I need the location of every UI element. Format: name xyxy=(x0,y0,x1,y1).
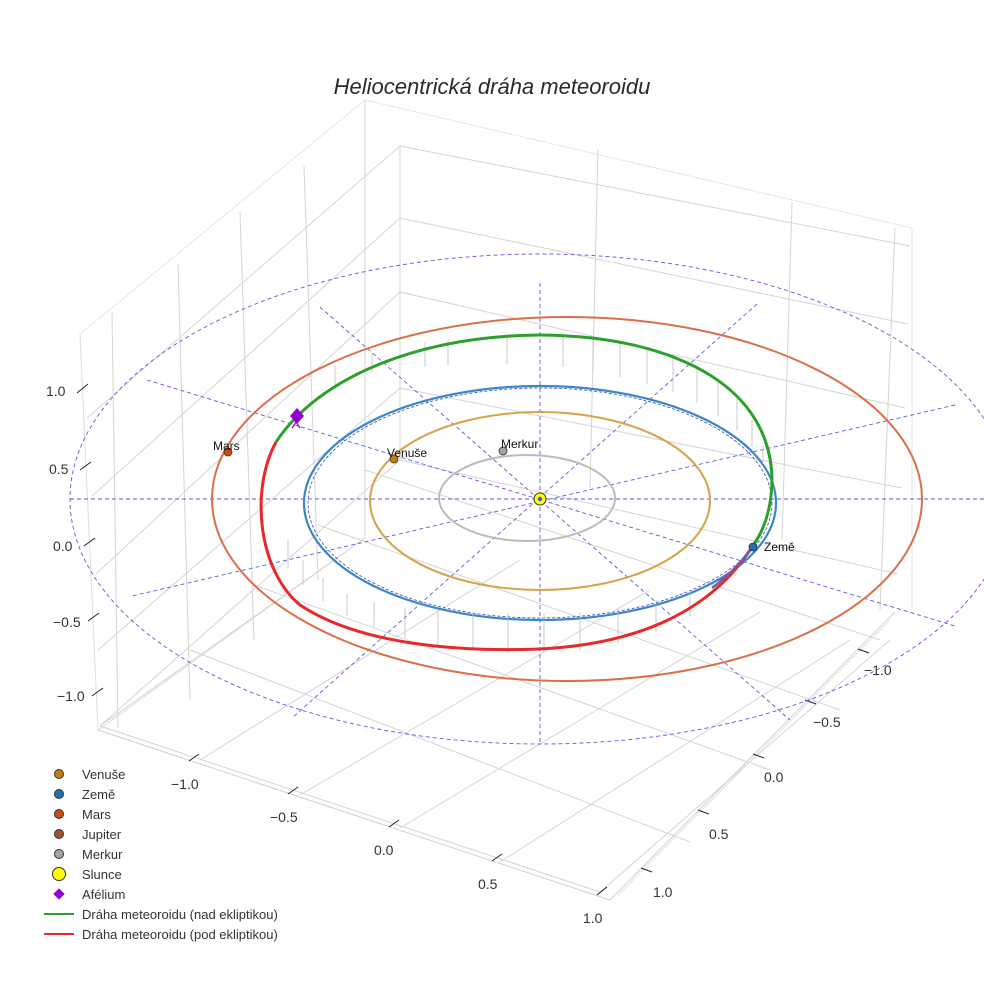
legend-sun-icon xyxy=(52,867,66,881)
legend-item-path-above: Dráha meteoroidu (nad ekliptikou) xyxy=(36,904,278,924)
legend-diamond-icon xyxy=(53,888,65,900)
z-tick-label: 0.5 xyxy=(49,461,69,477)
x-tick-label: −0.5 xyxy=(270,809,298,825)
legend-dot-icon xyxy=(54,809,64,819)
z-tick-label: 0.0 xyxy=(53,538,73,554)
legend-item-venus: Venuše xyxy=(36,764,278,784)
orbit-earth xyxy=(302,384,778,622)
mercury-marker xyxy=(498,446,508,456)
orbit-earth-dashed xyxy=(307,387,773,619)
y-tick-label: 0.0 xyxy=(764,769,784,785)
legend-item-path-below: Dráha meteoroidu (pod ekliptikou) xyxy=(36,924,278,944)
meteoroid-path-above xyxy=(274,333,774,548)
planet-markers: Mars Venuše Merkur Země xyxy=(213,437,795,554)
legend-item-sun: Slunce xyxy=(36,864,278,884)
earth-marker xyxy=(748,542,758,552)
x-tick-label: 0.5 xyxy=(478,876,498,892)
legend-item-aphelion: Afélium xyxy=(36,884,278,904)
chart-legend: Venuše Země Mars Jupiter Merkur Slunce A… xyxy=(36,764,278,944)
z-tick-label: −0.5 xyxy=(53,614,81,630)
x-tick-label: −1.0 xyxy=(171,776,199,792)
z-tick-label: −1.0 xyxy=(57,688,85,704)
mars-marker xyxy=(223,447,233,457)
chart-title: Heliocentrická dráha meteoroidu xyxy=(333,74,651,99)
venus-label: Venuše xyxy=(387,446,427,460)
y-tick-label: −0.5 xyxy=(813,714,841,730)
mercury-label: Merkur xyxy=(501,437,538,451)
y-axis xyxy=(640,648,870,873)
legend-item-mars: Mars xyxy=(36,804,278,824)
y-axis-tick-labels: −1.0 −0.5 0.0 0.5 1.0 xyxy=(653,662,892,900)
ecliptic-reference xyxy=(69,253,984,745)
legend-dot-icon xyxy=(54,789,64,799)
z-tick-label: 1.0 xyxy=(46,383,66,399)
meteoroid-path-blend xyxy=(711,546,754,589)
drop-lines xyxy=(287,336,764,652)
x-tick-label: 0.0 xyxy=(374,842,394,858)
legend-dot-icon xyxy=(54,849,64,859)
orbit-mercury xyxy=(438,454,616,542)
meteoroid-path-below xyxy=(259,441,754,652)
z-axis-tick-labels: 1.0 0.5 0.0 −0.5 −1.0 xyxy=(46,383,85,704)
legend-line-icon xyxy=(44,913,74,915)
orbit-venus xyxy=(369,411,711,591)
planet-orbits xyxy=(211,316,923,682)
legend-item-mercury: Merkur xyxy=(36,844,278,864)
z-axis xyxy=(76,383,104,697)
orbit-mars xyxy=(211,316,923,682)
legend-dot-icon xyxy=(54,829,64,839)
y-tick-label: 1.0 xyxy=(653,884,673,900)
legend-item-earth: Země xyxy=(36,784,278,804)
legend-dot-icon xyxy=(54,769,64,779)
y-tick-label: 0.5 xyxy=(709,826,729,842)
legend-line-icon xyxy=(44,933,74,935)
venus-marker xyxy=(389,454,399,464)
aphelion-marker xyxy=(290,408,304,429)
x-axis-tick-labels: −1.0 −0.5 0.0 0.5 1.0 xyxy=(171,776,603,926)
earth-label: Země xyxy=(764,540,795,554)
x-axis xyxy=(188,753,608,896)
legend-item-jupiter: Jupiter xyxy=(36,824,278,844)
mars-label: Mars xyxy=(213,439,240,453)
y-tick-label: −1.0 xyxy=(864,662,892,678)
sun-marker xyxy=(533,492,547,506)
meteoroid-path xyxy=(259,333,774,652)
x-tick-label: 1.0 xyxy=(583,910,603,926)
